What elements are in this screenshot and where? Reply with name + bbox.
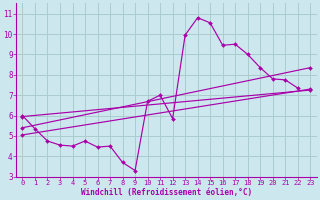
X-axis label: Windchill (Refroidissement éolien,°C): Windchill (Refroidissement éolien,°C) <box>81 188 252 197</box>
